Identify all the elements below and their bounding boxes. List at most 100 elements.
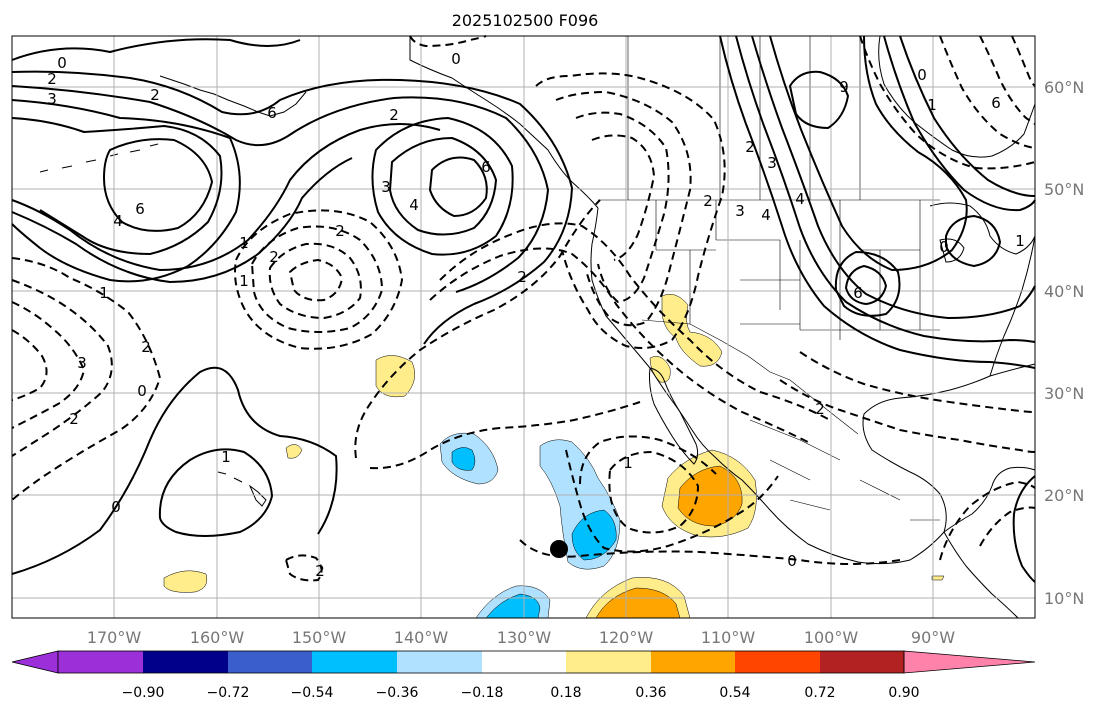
- pos-contour: [1012, 475, 1036, 583]
- alaska-coast: [409, 36, 599, 209]
- pos-contour-high-e: [834, 250, 901, 317]
- negative-contours: [11, 35, 1036, 582]
- pos-contour-high-ne: [945, 214, 1002, 268]
- shade-blue: [485, 593, 541, 619]
- shade-blue: [451, 447, 476, 471]
- neg-contour: [1011, 35, 1036, 87]
- contour-label: 4: [761, 206, 771, 224]
- contour-label: 6: [991, 94, 1001, 112]
- neg-contour: [429, 247, 813, 445]
- neg-contour: [288, 258, 344, 302]
- pos-contour-high-w: [102, 138, 214, 232]
- neg-contour: [565, 449, 779, 553]
- neg-contour: [579, 435, 717, 485]
- lon-label: 90°W: [911, 628, 955, 647]
- colorbar-bin: [651, 651, 735, 673]
- map-panel: 0 2 3 2 6 4 2 3 4 6 1 6 1 0 1 2 3 4 6 9 …: [11, 35, 1036, 619]
- colorbar-under-arrow: [11, 650, 59, 674]
- contour-label: 1: [623, 454, 633, 472]
- hawaii: [217, 471, 267, 507]
- pos-contour-high-c: [371, 116, 514, 256]
- colorbar-tick-label: 0.72: [804, 685, 835, 701]
- contour-label: 4: [409, 196, 419, 214]
- neg-contour-1: [608, 450, 700, 534]
- colorbar: −0.90 −0.72 −0.54 −0.36 −0.18 0.18 0.36 …: [11, 650, 1036, 701]
- pos-contour-0: [11, 366, 338, 575]
- pos-contour: [11, 85, 550, 293]
- neg-contour: [591, 134, 656, 261]
- colorbar-bin: [820, 651, 904, 673]
- neg-contour: [939, 35, 1036, 149]
- pos-contour-high-c: [388, 136, 498, 236]
- neg-contour: [439, 222, 831, 421]
- lat-label: 20°N: [1044, 486, 1084, 505]
- neg-contour: [409, 35, 487, 48]
- contour-label: 2: [269, 248, 279, 266]
- shade-light-yellow: [163, 570, 208, 593]
- contour-label: 0: [451, 50, 461, 68]
- lon-label: 120°W: [599, 628, 654, 647]
- shade-orange: [677, 465, 743, 527]
- neg-contour-small: [284, 554, 323, 582]
- hudson-bay: [878, 35, 1036, 158]
- contour-label: 2: [335, 222, 345, 240]
- map-title: 2025102500 F096: [452, 11, 599, 30]
- colorbar-tick-label: −0.72: [207, 685, 250, 701]
- lon-label: 110°W: [701, 628, 756, 647]
- contour-label: 0: [939, 238, 949, 256]
- colorbar-bin: [312, 651, 397, 673]
- contour-label: 0: [111, 498, 121, 516]
- map-frame: [11, 35, 1036, 619]
- pos-contour: [11, 157, 353, 284]
- state-lines: [655, 200, 940, 340]
- pos-contour: [11, 123, 441, 272]
- contour-label: 0: [57, 54, 67, 72]
- neg-contour: [268, 242, 362, 320]
- pos-contour: [769, 35, 968, 272]
- lon-label: 100°W: [804, 628, 859, 647]
- lon-label: 130°W: [497, 628, 552, 647]
- neg-contour: [11, 329, 48, 401]
- contour-label: 2: [150, 86, 160, 104]
- lat-label: 50°N: [1044, 180, 1084, 199]
- pos-contour: [11, 117, 223, 256]
- contour-label: 1: [1015, 232, 1025, 250]
- contour-label: 6: [853, 284, 863, 302]
- colorbar-tick-label: 0.54: [719, 685, 750, 701]
- colorbar-bin: [58, 651, 143, 673]
- central-america: [943, 531, 1019, 619]
- colorbar-tick-label: 0.90: [888, 685, 919, 701]
- lon-label: 160°W: [190, 628, 245, 647]
- contour-label: 1: [239, 272, 249, 290]
- contour-label: 6: [481, 158, 491, 176]
- pos-contour: [11, 70, 574, 345]
- contour-label: 6: [267, 104, 277, 122]
- neg-contour: [779, 379, 1036, 453]
- lat-label: 40°N: [1044, 282, 1084, 301]
- pos-contour: [899, 35, 1036, 197]
- colorbar-frame: [57, 650, 905, 674]
- contour-label: 2: [141, 338, 151, 356]
- colorbar-tick-label: −0.36: [376, 685, 419, 701]
- neg-contour: [535, 72, 726, 349]
- colorbar-bin: [735, 651, 820, 673]
- east-coast: [989, 235, 1036, 377]
- contour-label: 1: [239, 234, 249, 252]
- colorbar-bin: [143, 651, 228, 673]
- contour-label: 3: [767, 154, 777, 172]
- contour-label: 1: [221, 448, 231, 466]
- aleutian-chain: [159, 75, 307, 117]
- pos-contour: [719, 35, 1036, 369]
- pos-contour: [883, 35, 1036, 212]
- baja-california: [649, 367, 699, 465]
- contour-label: 4: [113, 212, 123, 230]
- lat-label: 60°N: [1044, 78, 1084, 97]
- pos-contour-1: [158, 448, 274, 537]
- longitude-labels: 170°W 160°W 150°W 140°W 130°W 120°W 110°…: [87, 628, 955, 647]
- lon-label: 170°W: [87, 628, 142, 647]
- neg-contour: [369, 401, 641, 470]
- contour-label: 2: [815, 400, 825, 418]
- pos-contour: [11, 38, 301, 61]
- colorbar-tick-label: −0.18: [461, 685, 504, 701]
- neg-contour: [234, 209, 404, 350]
